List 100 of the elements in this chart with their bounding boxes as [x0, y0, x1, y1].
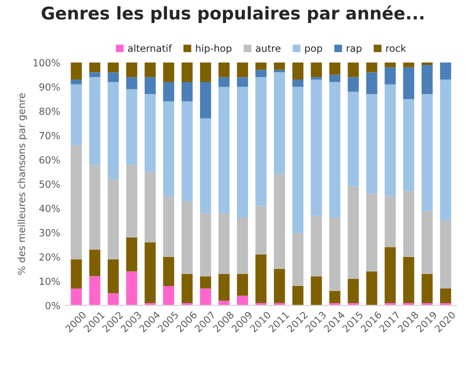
- y-axis-title: % des meilleures chansons par genre: [18, 93, 28, 275]
- bar: [274, 70, 285, 72]
- bar: [163, 82, 174, 102]
- bar: [126, 77, 138, 90]
- bar: [348, 186, 359, 279]
- bar: [403, 256, 414, 304]
- legend-label: rock: [386, 44, 406, 52]
- bar: [200, 62, 212, 82]
- bar: [144, 62, 156, 78]
- bar: [236, 274, 248, 296]
- bar: [218, 86, 230, 214]
- bar: [70, 84, 82, 146]
- bar: [329, 74, 340, 82]
- y-tick-label: 70%: [40, 132, 60, 140]
- bar: [310, 80, 322, 216]
- bar: [163, 256, 174, 286]
- bar: [366, 62, 378, 72]
- bar: [236, 218, 248, 274]
- bar: [422, 94, 433, 211]
- bar: [182, 82, 193, 102]
- legend-label: pop: [305, 46, 322, 54]
- bar: [236, 86, 248, 218]
- bar: [255, 254, 266, 304]
- bar: [440, 80, 452, 220]
- bar: [70, 288, 82, 306]
- bar: [108, 179, 119, 260]
- bar: [236, 296, 248, 306]
- bar: [255, 70, 266, 78]
- bar: [182, 62, 193, 82]
- legend-label: hip-hop: [196, 44, 232, 54]
- bar: [440, 220, 452, 288]
- bar: [144, 242, 156, 304]
- bar: [89, 62, 100, 72]
- bar: [403, 62, 414, 68]
- bar: [255, 62, 266, 70]
- bar: [200, 213, 212, 276]
- bar: [310, 77, 322, 80]
- y-tick-label: 20%: [39, 253, 60, 261]
- bar: [310, 62, 322, 78]
- bar: [384, 67, 396, 84]
- bar: [292, 286, 304, 306]
- bar: [422, 64, 433, 94]
- bar: [144, 77, 156, 94]
- bar: [236, 62, 248, 78]
- bar: [163, 286, 174, 306]
- bar: [163, 101, 174, 196]
- bar: [329, 82, 340, 218]
- legend-label: rap: [346, 46, 362, 54]
- bar: [218, 213, 230, 274]
- bar: [366, 194, 378, 272]
- bar: [292, 80, 304, 87]
- bar: [310, 276, 322, 306]
- bar: [274, 269, 285, 304]
- bar: [366, 94, 378, 194]
- bar: [403, 191, 414, 257]
- bar: [200, 276, 212, 288]
- bar: [384, 196, 396, 248]
- bar: [200, 82, 212, 118]
- bar: [274, 174, 285, 270]
- chart-title: Genres les plus populaires par année...: [42, 6, 424, 24]
- y-tick-label: 10%: [40, 278, 60, 285]
- bar: [384, 247, 396, 304]
- bar: [348, 278, 359, 304]
- y-tick-label: 50%: [40, 180, 60, 188]
- bar: [70, 145, 82, 260]
- y-tick-label: 100%: [34, 59, 60, 66]
- bar: [126, 164, 138, 238]
- bar: [440, 62, 452, 80]
- bar: [200, 118, 212, 214]
- legend-label: autre: [256, 44, 280, 52]
- bar: [108, 62, 119, 72]
- bar: [89, 276, 100, 306]
- bar: [255, 77, 266, 206]
- bar: [292, 86, 304, 233]
- bar: [218, 300, 230, 306]
- bar: [348, 62, 359, 78]
- bar: [218, 274, 230, 301]
- bar: [292, 62, 304, 80]
- bar: [366, 271, 378, 306]
- bar: [255, 206, 266, 254]
- bar: [182, 201, 193, 274]
- bar: [70, 80, 82, 84]
- bar: [70, 62, 82, 80]
- y-tick-label: 80%: [39, 108, 60, 115]
- bar: [108, 82, 119, 180]
- bar: [126, 271, 138, 306]
- bar: [126, 89, 138, 165]
- bar: [384, 84, 396, 196]
- bar: [348, 92, 359, 186]
- bar: [108, 293, 119, 306]
- bar: [384, 62, 396, 68]
- legend-label: alternatif: [128, 44, 172, 52]
- bar: [274, 62, 285, 70]
- bar: [310, 216, 322, 276]
- bar: [182, 274, 193, 304]
- bar: [89, 250, 100, 276]
- bar: [422, 210, 433, 274]
- bar: [200, 288, 212, 306]
- bar: [348, 77, 359, 92]
- bar: [422, 274, 433, 304]
